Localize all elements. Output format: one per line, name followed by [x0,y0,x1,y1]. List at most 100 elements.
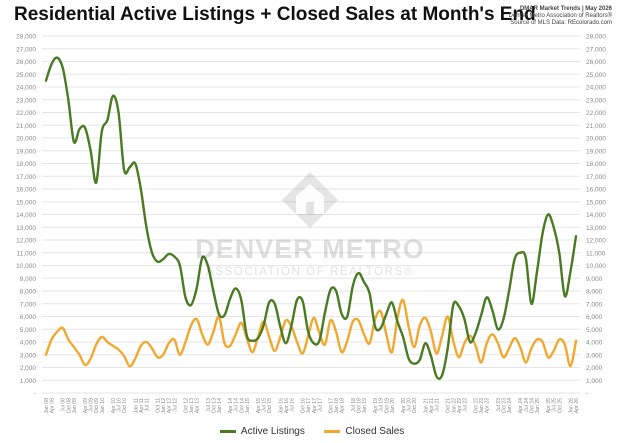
x-tick-label: Apr 08 [50,398,56,413]
x-tick-label: Jan 20 [390,398,396,414]
x-tick-label: Apr 24 [518,398,524,413]
x-tick-label: Oct 11 [156,398,162,413]
x-tick-label: Apr 25 [546,398,552,413]
x-tick-label: Jan 18 [334,398,340,414]
x-tick-label: Jul 24 [524,398,530,412]
source-line-1: DMAR Market Trends | May 2026 [519,6,612,12]
x-tick-label: Jan 14 [217,398,223,414]
x-tick-label: Jan 11 [133,398,139,413]
x-tick-label: Oct 19 [384,398,390,413]
x-tick-label: Oct 21 [446,398,452,413]
x-tick-label: Jan 19 [362,398,368,414]
y-tick-label-right: 20,000 [586,136,606,143]
x-tick-label: Jan 15 [245,398,251,414]
x-tick-label: Jul 12 [172,398,178,412]
y-tick-label-left: 17,000 [16,174,36,181]
y-tick-label-left: 1,000 [20,378,37,385]
x-tick-label: Jul 16 [289,398,295,412]
y-tick-label-left: 8,000 [20,289,37,296]
source-line-3: Source of MLS Data: REcolorado.com [510,20,612,26]
x-tick-label: Oct 18 [356,398,362,413]
y-tick-label-right: 23,000 [586,97,606,104]
y-tick-label-right: 28,000 [586,34,606,41]
x-tick-label: Jul 15 [262,398,268,412]
y-tick-label-right: 7,000 [586,301,603,308]
x-tick-label: Oct 24 [529,398,535,413]
y-tick-label-left: 3,000 [20,352,37,359]
y-tick-label-right: 22,000 [586,110,606,117]
y-tick-label-right: 13,000 [586,225,606,232]
y-tick-label-right: 15,000 [586,199,606,206]
x-tick-label: Jul 19 [379,398,385,412]
x-tick-label: Apr 18 [340,398,346,413]
y-tick-label-left: 6,000 [20,314,37,321]
x-tick-label: Jan 17 [306,398,312,414]
y-tick-label-left: 4,000 [20,340,37,347]
x-tick-label: Jan 25 [535,398,541,414]
series-line-closed-sales [44,298,578,368]
x-tick-label: Apr 23 [485,398,491,413]
x-tick-label: Oct 22 [474,398,480,413]
y-tick-label-right: 5,000 [586,327,603,334]
legend-swatch-closed [323,429,340,433]
y-tick-label-left: 24,000 [16,85,36,92]
x-axis: Jan 08 Apr 08 Jul 08 Oct 08 Jan 09 Apr 09 Jul … [44,398,580,414]
x-tick-label: Jan 08 [44,398,50,414]
x-tick-label: Jul 20 [407,398,413,412]
x-tick-label: Jul 25 [552,398,558,412]
y-tick-label-left: 22,000 [16,110,36,117]
x-tick-label: Apr 16 [284,398,290,413]
x-tick-label: Jul 10 [117,398,123,412]
gridlines [42,35,580,394]
y-tick-label-right: 4,000 [586,340,603,347]
y-tick-label-left: 26,000 [16,59,36,66]
legend-label-closed: Closed Sales [345,426,405,437]
y-axis-right: - 1,000 2,000 3,000 4,000 5,000 6,000 7,000 8,00… [586,34,606,398]
x-tick-label: Jan 16 [278,398,284,414]
x-tick-label: Oct 08 [66,398,72,413]
y-tick-label-right: 3,000 [586,352,603,359]
y-tick-label-right: 9,000 [586,276,603,283]
x-tick-label: Oct 16 [301,398,307,413]
y-tick-label-left: 16,000 [16,187,36,194]
x-tick-label: Oct 23 [501,398,507,413]
x-tick-label: Apr 22 [457,398,463,413]
x-tick-label: Jul 23 [496,398,502,412]
x-tick-label: Apr 17 [312,398,318,413]
y-tick-label-right: 19,000 [586,148,606,155]
x-tick-label: Oct 12 [183,398,189,413]
y-tick-label-left: 28,000 [16,34,36,41]
y-tick-label-right: 2,000 [586,365,603,372]
x-tick-label: Apr 12 [167,398,173,413]
y-tick-label-left: 5,000 [20,327,37,334]
x-tick-label: Apr 13 [195,398,201,413]
x-tick-label: Jul 17 [317,398,323,412]
x-tick-label: Jan 09 [72,398,78,414]
y-tick-label-right: 16,000 [586,187,606,194]
y-tick-label-right: 24,000 [586,85,606,92]
series [44,56,578,380]
y-tick-label-left: 10,000 [16,263,36,270]
y-tick-label-left: 9,000 [20,276,37,283]
legend-swatch-active [219,429,236,433]
y-tick-label-left: - [34,391,36,398]
x-tick-label: Apr 19 [373,398,379,413]
y-tick-label-right: 21,000 [586,123,606,130]
y-tick-label-left: 27,000 [16,46,36,53]
x-tick-label: Jan 24 [507,398,513,414]
y-tick-label-right: 27,000 [586,46,606,53]
x-tick-label: Jul 08 [61,398,67,412]
x-tick-label: Oct 14 [239,398,245,413]
y-tick-label-right: 25,000 [586,72,606,79]
x-tick-label: Apr 21 [429,398,435,413]
x-tick-label: Apr 10 [111,398,117,413]
y-tick-label-right: 12,000 [586,238,606,245]
x-tick-label: Jan 23 [479,398,485,414]
y-tick-label-right: - [586,391,588,398]
x-tick-label: Oct 25 [557,398,563,413]
x-tick-label: Jul 21 [435,398,441,412]
y-tick-label-right: 18,000 [586,161,606,168]
x-tick-label: Oct 20 [412,398,418,413]
series-line-active-listings [44,56,578,380]
x-tick-label: Apr 26 [574,398,580,413]
